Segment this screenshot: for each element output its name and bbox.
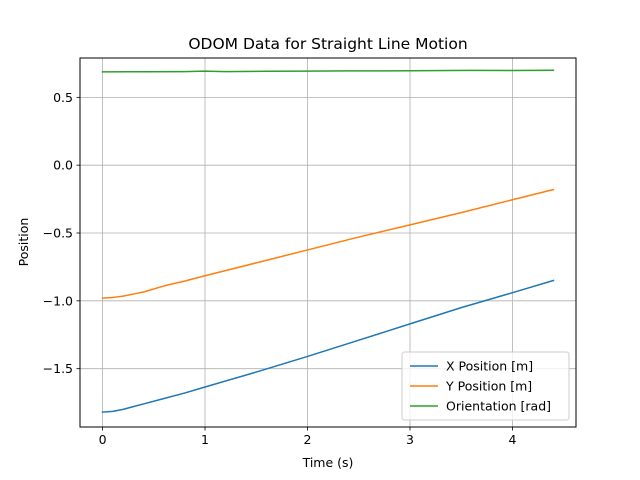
series-layer (101, 69, 555, 413)
legend-label: Orientation [rad] (446, 399, 551, 414)
series-line-2 (101, 188, 555, 299)
y-axis-label: Position (16, 218, 31, 267)
x-axis-label: Time (s) (302, 455, 354, 470)
x-tick-label: 0 (99, 432, 107, 447)
y-tick-label: −1.5 (43, 361, 73, 376)
legend-label: X Position [m] (446, 359, 533, 374)
legend-box (401, 351, 570, 421)
y-tick-label: 0.5 (53, 90, 73, 105)
x-tick-label: 3 (406, 432, 414, 447)
y-tick-label: 0.0 (53, 158, 73, 173)
grid (80, 58, 576, 427)
x-tick-label: 2 (304, 432, 312, 447)
x-tick-label: 4 (508, 432, 516, 447)
legend: X Position [m] Y Position [m] Orientation … (401, 351, 570, 421)
legend-label: Y Position [m] (445, 379, 532, 394)
series-line-1 (101, 279, 555, 413)
plot-frame (79, 57, 577, 428)
y-tick-label: −0.5 (43, 226, 73, 241)
y-tick-label: −1.0 (43, 293, 73, 308)
ticks: 0 1 2 3 4 −1.5 −1.0 −0.5 0.0 0.5 (43, 90, 517, 447)
series-line-3 (101, 69, 555, 73)
chart-title: ODOM Data for Straight Line Motion (188, 35, 467, 53)
x-tick-label: 1 (201, 432, 209, 447)
